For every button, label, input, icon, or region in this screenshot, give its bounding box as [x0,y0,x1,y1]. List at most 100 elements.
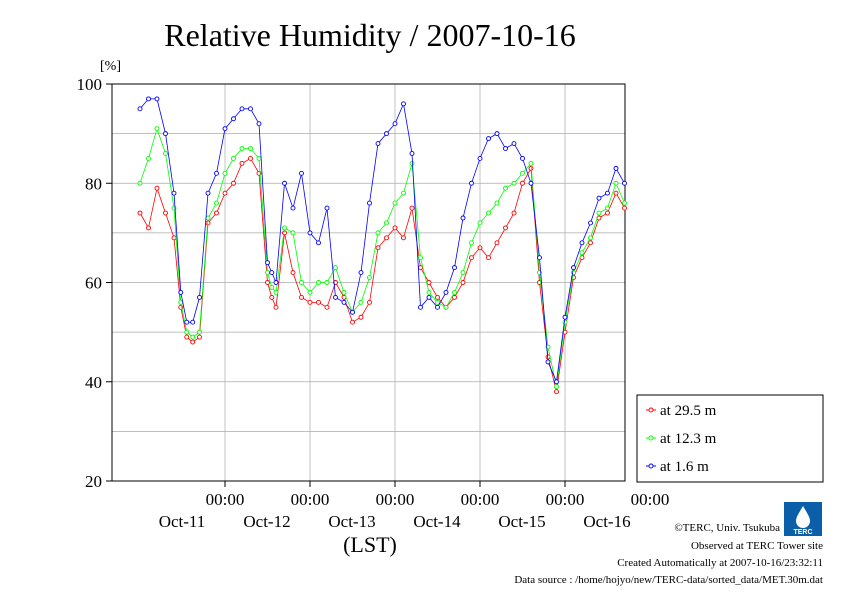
data-point [256,121,262,127]
data-point [426,280,432,285]
x-tick-date: Oct-16 [583,512,630,531]
data-point [588,240,593,246]
data-point [494,200,500,206]
legend-swatch-marker [648,463,654,469]
grid [112,84,625,481]
data-point [426,294,432,300]
data-point [256,155,262,161]
y-axis: 20 40 60 80 100 [77,75,112,491]
data-point [299,294,304,300]
legend-label: at 1.6 m [660,459,709,475]
data-point [307,289,313,295]
data-point [248,155,253,161]
data-point [154,126,160,132]
data-point [205,190,211,196]
data-point [392,121,398,127]
data-point [562,319,568,325]
source-text: Data source : /home/hojyo/new/TERC-data/… [514,574,823,586]
legend-swatch-marker [648,407,654,413]
x-tick-time: 00:00 [206,490,245,509]
data-point [613,190,619,196]
data-point [375,245,381,251]
data-point [358,299,364,305]
data-point [503,146,508,151]
data-point [596,195,602,201]
data-point [596,210,602,216]
data-point [273,304,279,310]
data-point [384,235,389,241]
created-text: Created Automatically at 2007-10-16/23:3… [617,557,823,569]
data-point [358,314,364,320]
data-point [269,270,275,276]
y-tick-label: 100 [77,75,103,94]
legend-label: at 29.5 m [660,403,717,419]
x-tick-time: 00:00 [631,490,670,509]
data-point [511,141,517,147]
data-point [503,225,508,231]
data-point [571,265,576,271]
data-point [469,255,474,261]
data-point [520,180,525,186]
data-point [554,384,559,390]
data-point [290,230,296,236]
data-point [163,210,168,216]
data-point [545,359,551,365]
legend-box [636,394,824,483]
data-point [613,165,619,171]
data-point [605,190,610,196]
legend-swatch-marker [648,435,654,441]
data-point [282,230,287,236]
data-point [163,151,168,156]
data-point [469,180,474,186]
y-tick-label: 20 [85,472,102,491]
data-point [171,190,177,196]
y-tick-label: 40 [85,373,102,392]
data-point [341,289,347,295]
data-point [426,289,432,295]
y-axis-unit: [%] [100,59,121,74]
data-point [392,225,398,231]
data-point [333,294,338,300]
x-tick-date: Oct-11 [159,512,206,531]
x-tick-time: 00:00 [461,490,500,509]
data-point [269,285,275,290]
data-point [273,280,279,285]
data-point [460,280,466,285]
data-point [520,155,525,161]
data-point [384,220,389,226]
data-point [401,101,406,107]
data-point [214,210,219,216]
data-point [307,230,313,236]
data-point [367,275,372,280]
data-point [316,240,321,246]
data-point [486,255,491,261]
data-point [231,155,236,161]
data-point [452,289,457,295]
data-point [190,319,196,325]
data-point [214,170,219,176]
data-point [486,136,491,142]
data-point [197,294,202,300]
data-point [231,180,236,186]
data-point [137,106,143,112]
data-point [184,334,190,340]
data-point [154,96,160,102]
data-point [197,334,202,340]
data-point [409,151,415,156]
data-point [265,260,270,266]
data-point [231,116,236,122]
series-line-1 [139,127,625,387]
data-point [316,280,321,285]
data-point [146,155,151,161]
data-point [222,126,228,132]
chart-title: Relative Humidity / 2007-10-16 [164,17,576,53]
data-point [622,205,627,211]
data-point [528,180,534,186]
data-point [528,160,534,166]
data-point [494,240,500,246]
data-point [418,255,423,261]
data-point [178,289,184,295]
data-point [367,200,372,206]
data-point [460,270,466,276]
